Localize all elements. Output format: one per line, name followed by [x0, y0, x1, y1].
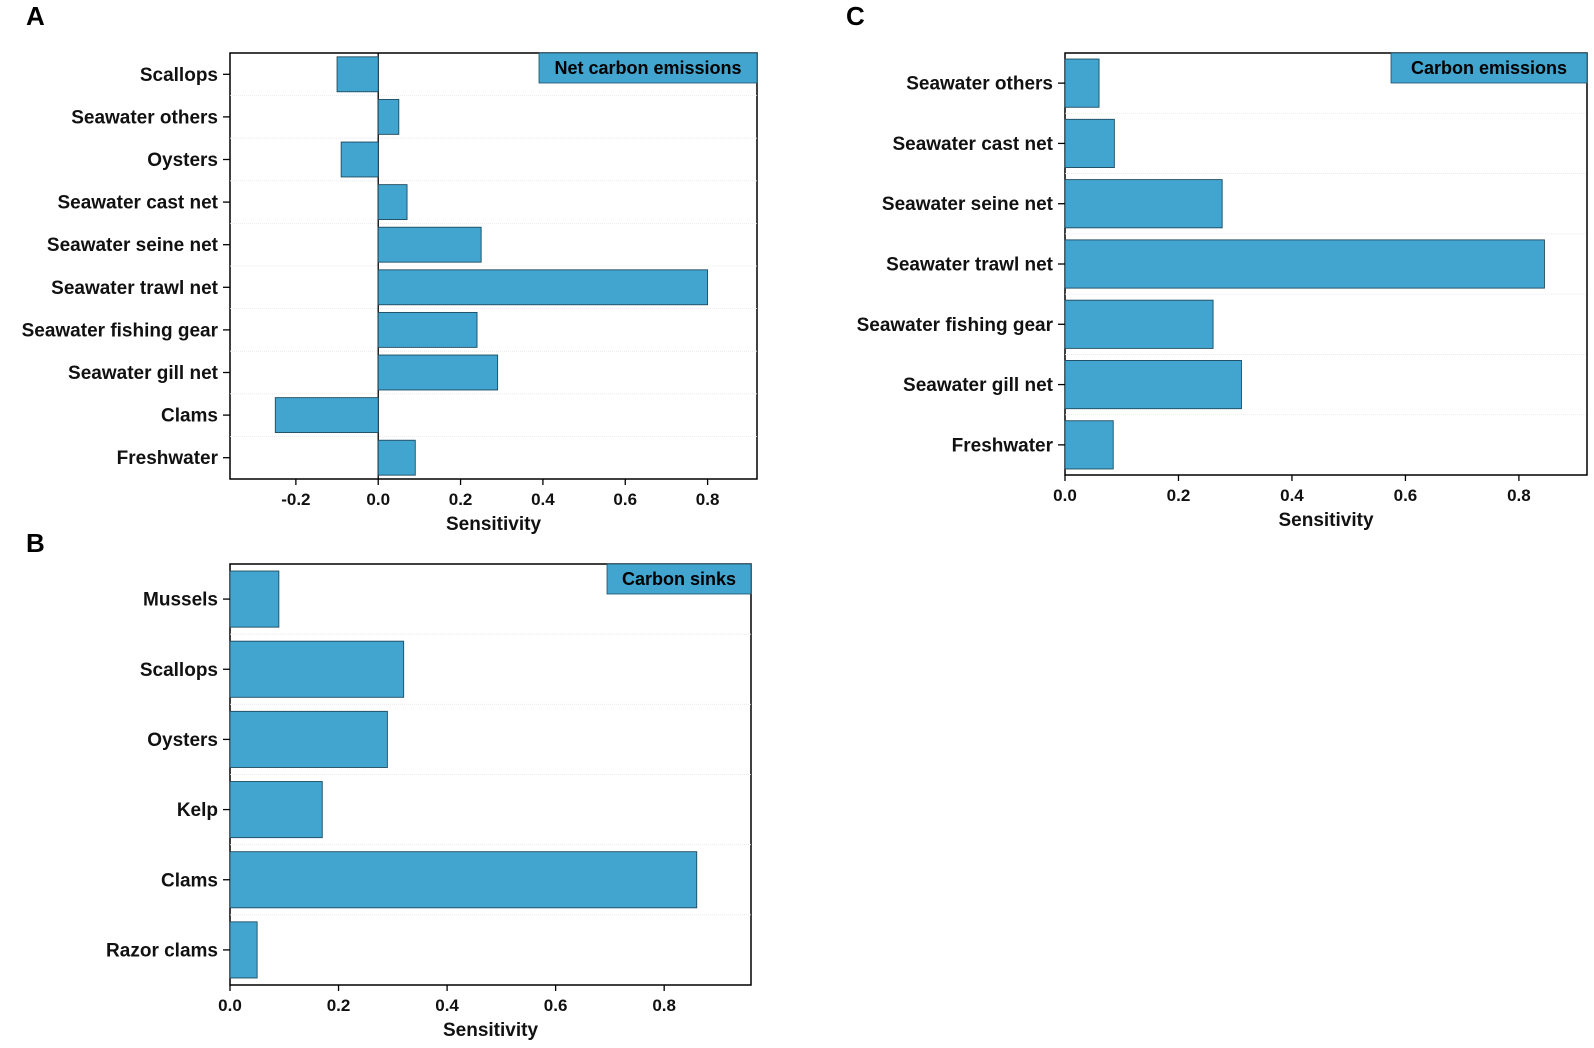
panel-a-bar-scallops	[336, 56, 379, 93]
panel-a-category-label-scallops: Scallops	[140, 65, 218, 86]
panel-b-bar-razor-clams	[229, 921, 258, 979]
panel-c-bar-freshwater	[1064, 420, 1114, 470]
panel-c-category-label-seawater-others: Seawater others	[906, 74, 1053, 95]
panel-c-bar-seawater-cast-net	[1064, 118, 1115, 168]
panel-b-bar-mussels	[229, 570, 280, 628]
panel-c-chart: C Seawater others Seawater cast net Seawat…	[846, 1, 1588, 531]
panel-c-bar-seawater-trawl-net	[1064, 239, 1545, 289]
panel-a-bar-seawater-others	[377, 98, 400, 135]
panel-c-category-label-seawater-trawl-net: Seawater trawl net	[886, 255, 1054, 276]
panel-c-bar-seawater-seine-net	[1064, 179, 1223, 229]
panel-b-legend: Carbon sinks	[606, 563, 752, 595]
panel-a-category-label-freshwater: Freshwater	[117, 448, 219, 469]
panel-a-category-label-seawater-seine-net: Seawater seine net	[47, 235, 219, 256]
panel-b-legend-label: Carbon sinks	[622, 569, 736, 589]
panel-b-x-tick-label: 0.8	[652, 996, 676, 1015]
panel-a-bar-seawater-seine-net	[377, 226, 482, 263]
panel-b-category-label-clams: Clams	[161, 870, 218, 891]
panel-a-x-tick-label: -0.2	[281, 490, 310, 509]
panel-a-bar-seawater-gill-net	[377, 354, 499, 391]
panel-c-category-label-seawater-cast-net: Seawater cast net	[892, 134, 1053, 155]
panel-a-chart: A Scallops Seawater others Oysters Seawater…	[22, 1, 758, 535]
panel-a-bar-seawater-cast-net	[377, 184, 408, 221]
panel-a-x-tick-label: 0.0	[366, 490, 390, 509]
panel-c-category-label-seawater-seine-net: Seawater seine net	[882, 194, 1054, 215]
panel-c-category-label-freshwater: Freshwater	[952, 435, 1054, 456]
panel-a-category-label-seawater-gill-net: Seawater gill net	[68, 363, 219, 384]
panel-a-x-tick-label: 0.2	[449, 490, 473, 509]
panel-b-category-label-kelp: Kelp	[177, 800, 218, 821]
panel-b-bar-oysters	[229, 710, 388, 768]
panel-c-bar-seawater-others	[1064, 58, 1100, 108]
panel-a-bar-freshwater	[377, 439, 416, 476]
panel-a-category-label-seawater-fishing-gear: Seawater fishing gear	[22, 320, 219, 341]
panel-a-category-label-seawater-trawl-net: Seawater trawl net	[51, 278, 219, 299]
panel-b-chart: B Mussels Scallops Oysters Kelp Clams Razor c…	[26, 528, 752, 1041]
panel-c-category-label-seawater-fishing-gear: Seawater fishing gear	[857, 315, 1054, 336]
panel-a-bar-oysters	[340, 141, 379, 178]
panel-a-category-label-seawater-cast-net: Seawater cast net	[57, 193, 218, 214]
panel-c-category-label-seawater-gill-net: Seawater gill net	[903, 375, 1054, 396]
panel-c-x-tick-label: 0.6	[1394, 486, 1418, 505]
panel-a-bar-seawater-fishing-gear	[377, 311, 478, 348]
panel-b-x-tick-label: 0.6	[544, 996, 568, 1015]
panel-b-x-tick-label: 0.0	[218, 996, 242, 1015]
panel-a-category-label-clams: Clams	[161, 406, 218, 427]
panel-b-bar-kelp	[229, 781, 323, 839]
panel-b-category-label-scallops: Scallops	[140, 660, 218, 681]
panel-c-x-tick-label: 0.2	[1167, 486, 1191, 505]
panel-a-x-tick-label: 0.6	[613, 490, 637, 509]
panel-b-category-label-mussels: Mussels	[143, 590, 218, 611]
panel-a-x-tick-label: 0.4	[531, 490, 555, 509]
panel-c-letter: C	[846, 1, 865, 31]
panel-c-x-tick-label: 0.4	[1280, 486, 1304, 505]
panel-c-legend-label: Carbon emissions	[1411, 58, 1567, 78]
panel-c-x-axis-title: Sensitivity	[1278, 510, 1373, 531]
panel-a-legend: Net carbon emissions	[538, 52, 758, 84]
panel-a-letter: A	[26, 1, 45, 31]
panel-a-x-axis-title: Sensitivity	[446, 514, 541, 535]
panel-c-x-tick-label: 0.0	[1053, 486, 1077, 505]
panel-b-x-tick-label: 0.4	[435, 996, 459, 1015]
panel-b-x-axis-title: Sensitivity	[443, 1020, 538, 1041]
panel-c-bar-seawater-gill-net	[1064, 360, 1242, 410]
panel-a-x-tick-label: 0.8	[696, 490, 720, 509]
panel-a-bar-clams	[274, 397, 379, 434]
panel-a-category-label-seawater-others: Seawater others	[71, 107, 218, 128]
panel-c-x-tick-label: 0.8	[1507, 486, 1531, 505]
panel-b-x-tick-label: 0.2	[327, 996, 351, 1015]
panel-c-bar-seawater-fishing-gear	[1064, 299, 1214, 349]
panel-c-legend: Carbon emissions	[1390, 52, 1588, 84]
panel-a-bar-seawater-trawl-net	[377, 269, 709, 306]
panel-b-category-label-oysters: Oysters	[147, 730, 218, 751]
panel-b-bar-clams	[229, 851, 698, 909]
panel-b-letter: B	[26, 528, 45, 558]
panel-a-legend-label: Net carbon emissions	[554, 58, 741, 78]
panel-b-category-label-razor-clams: Razor clams	[106, 940, 218, 961]
panel-a-category-label-oysters: Oysters	[147, 150, 218, 171]
panel-b-bar-scallops	[229, 640, 405, 698]
